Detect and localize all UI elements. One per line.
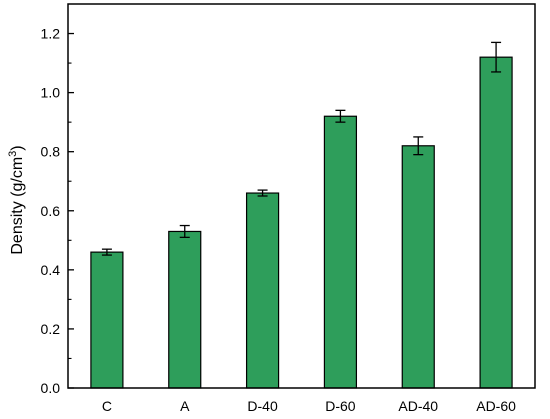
y-tick-label: 0.6 [41,203,61,219]
y-axis-label: Density (g/cm3) [7,145,26,254]
bar [323,115,358,389]
x-axis-ticks: C A D-40 D-60 AD-40 AD-60 [102,382,516,414]
bar [168,230,202,389]
x-tick-label: C [102,398,112,414]
x-tick-label: D-40 [247,398,278,414]
y-axis-label-superscript: 3 [7,151,19,157]
y-tick-label: 1.2 [41,26,61,42]
bar [479,56,513,389]
x-tick-label: AD-40 [398,398,438,414]
x-tick-label: D-60 [325,398,356,414]
bar [401,145,435,389]
y-tick-label: 0.4 [41,262,61,278]
y-tick-label: 0.2 [41,321,61,337]
y-tick-label: 0.0 [41,380,61,396]
x-tick-label: AD-60 [476,398,516,414]
bar [245,192,280,389]
x-tick-label: A [180,398,190,414]
y-tick-label: 0.8 [41,144,61,160]
y-axis-label-end: ) [9,145,26,150]
error-bars-group [101,41,502,256]
bar [90,251,124,389]
plot-frame [67,3,536,389]
bars-group [90,56,513,389]
y-axis-ticks: 0.0 0.2 0.4 0.6 0.8 1.0 1.2 [41,26,74,396]
y-tick-label: 1.0 [41,85,61,101]
y-axis-label-text: Density (g/cm [9,157,26,255]
